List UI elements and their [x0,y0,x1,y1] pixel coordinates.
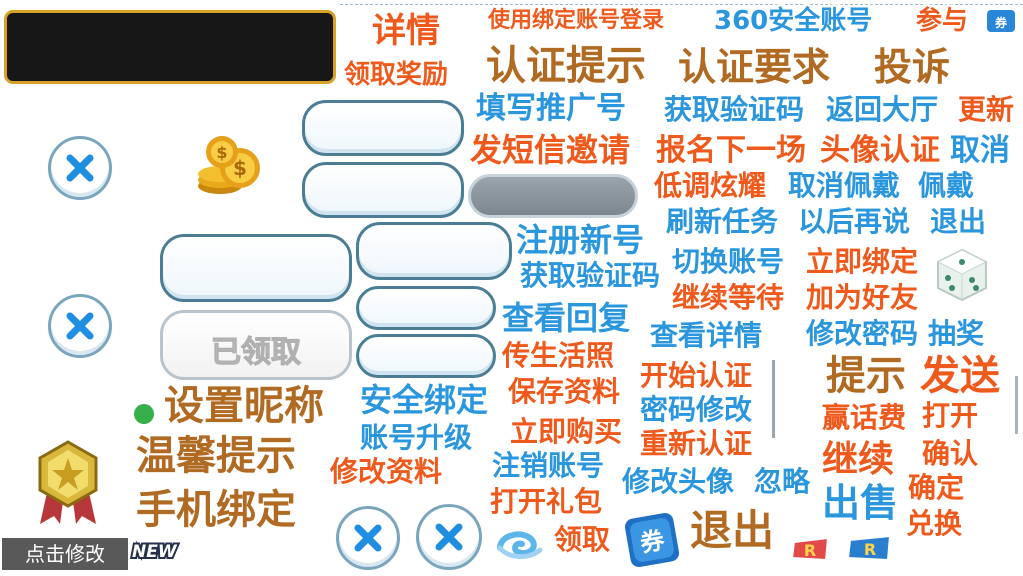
close-button[interactable] [336,506,400,570]
close-button[interactable] [416,504,482,570]
exit-big-label[interactable]: 退出 [687,506,776,555]
password-change-label[interactable]: 密码修改 [637,393,754,426]
switch-account-label[interactable]: 切换账号 [669,245,786,278]
svg-text:券: 券 [994,15,1008,30]
new-badge: NEW [130,540,179,564]
coins-icon: $ $ [198,136,260,194]
change-avatar-label[interactable]: 修改头像 [619,465,736,498]
coupon-icon: 券 [985,8,1017,34]
swirl-icon [497,531,543,559]
close-icon [354,524,382,552]
edit-tag[interactable]: 点击修改 [2,538,128,570]
wear-label[interactable]: 佩戴 [915,169,976,202]
close-button[interactable] [48,136,112,200]
tip-label[interactable]: 提示 [824,353,909,399]
exit-label[interactable]: 退出 [927,205,988,238]
view-reply-label[interactable]: 查看回复 [499,299,632,337]
auth-tip-label[interactable]: 认证提示 [484,43,649,89]
back-to-hall-label[interactable]: 返回大厅 [823,93,940,126]
avatar-auth-label[interactable]: 头像认证 [818,133,943,168]
dice-icon [936,248,988,302]
save-profile-label[interactable]: 保存资料 [505,375,622,408]
close-icon [66,312,94,340]
sell-label[interactable]: 出售 [819,481,900,525]
phone-bind-label[interactable]: 手机绑定 [134,487,299,533]
input-field[interactable] [302,162,464,218]
win-credit-label[interactable]: 赢话费 [819,401,908,434]
bind-now-label[interactable]: 立即绑定 [803,245,920,278]
coupon-icon: 券 [621,509,683,571]
confirm-label[interactable]: 确认 [919,437,980,470]
medal-icon [38,440,98,524]
reauth-label[interactable]: 重新认证 [637,427,754,460]
top-dashed-line [340,4,1023,5]
ignore-label[interactable]: 忽略 [751,465,812,498]
input-field[interactable] [302,100,464,156]
r-badge-icon: R [790,536,830,562]
login-bound-account-label[interactable]: 使用绑定账号登录 [485,7,666,34]
divider [1015,376,1018,434]
open-gift-label[interactable]: 打开礼包 [487,485,604,518]
edit-profile-label[interactable]: 修改资料 [327,455,444,488]
add-friend-label[interactable]: 加为好友 [803,281,920,314]
refresh-task-label[interactable]: 刷新任务 [663,205,780,238]
safe-bind-label[interactable]: 安全绑定 [357,381,490,419]
join-next-label[interactable]: 报名下一场 [654,133,809,168]
warm-tip-label[interactable]: 温馨提示 [134,433,299,479]
close-icon [66,154,94,182]
buy-now-label[interactable]: 立即购买 [507,415,624,448]
input-field[interactable] [356,222,512,280]
continue-label[interactable]: 继续 [819,439,896,480]
received-button: 已领取 [160,310,352,380]
account-360-label[interactable]: 360安全账号 [711,6,874,37]
svg-text:$: $ [233,156,247,180]
set-nickname-label[interactable]: 设置昵称 [162,383,327,429]
claim-reward-label[interactable]: 领取奖励 [341,60,450,91]
continue-wait-label[interactable]: 继续等待 [669,281,786,314]
low-key-show-label[interactable]: 低调炫耀 [651,169,768,202]
lottery-label[interactable]: 抽奖 [925,317,986,350]
dark-panel [4,10,336,84]
auth-requirement-label[interactable]: 认证要求 [675,45,832,89]
ok-label[interactable]: 确定 [905,471,966,504]
input-field[interactable] [356,286,496,330]
update-label[interactable]: 更新 [955,93,1016,126]
get-code-2-label[interactable]: 获取验证码 [517,259,662,292]
claim-label[interactable]: 领取 [551,523,612,556]
details-label[interactable]: 详情 [370,11,443,51]
close-button[interactable] [48,294,112,358]
cancel-account-label[interactable]: 注销账号 [489,449,606,482]
close-icon [435,523,463,551]
get-code-label[interactable]: 获取验证码 [661,93,806,126]
input-field[interactable] [356,334,496,378]
svg-text:$: $ [216,143,227,162]
account-upgrade-label[interactable]: 账号升级 [357,421,474,454]
send-sms-invite-label[interactable]: 发短信邀请 [467,131,632,169]
start-auth-label[interactable]: 开始认证 [637,359,754,392]
disabled-button [468,174,638,218]
complain-label[interactable]: 投诉 [871,45,952,89]
cancel-label[interactable]: 取消 [948,133,1013,168]
svg-text:R: R [864,540,876,559]
register-new-label[interactable]: 注册新号 [513,221,646,259]
exchange-label[interactable]: 兑换 [903,507,964,540]
view-details-label[interactable]: 查看详情 [647,319,764,352]
svg-text:R: R [804,541,816,560]
fill-referral-label[interactable]: 填写推广号 [474,91,629,126]
legend-label[interactable]: 传生活照 [499,339,616,372]
divider [772,360,775,438]
participate-label[interactable]: 参与 [913,6,970,37]
cancel-wear-label[interactable]: 取消佩戴 [785,169,902,202]
later-label[interactable]: 以后再说 [795,205,912,238]
send-label[interactable]: 发送 [918,353,1003,399]
open-label[interactable]: 打开 [919,399,980,432]
input-field[interactable] [160,234,352,302]
r-badge-icon: R [846,534,892,562]
received-label: 已领取 [211,335,302,371]
change-password-label[interactable]: 修改密码 [803,317,920,350]
online-dot [134,404,154,424]
